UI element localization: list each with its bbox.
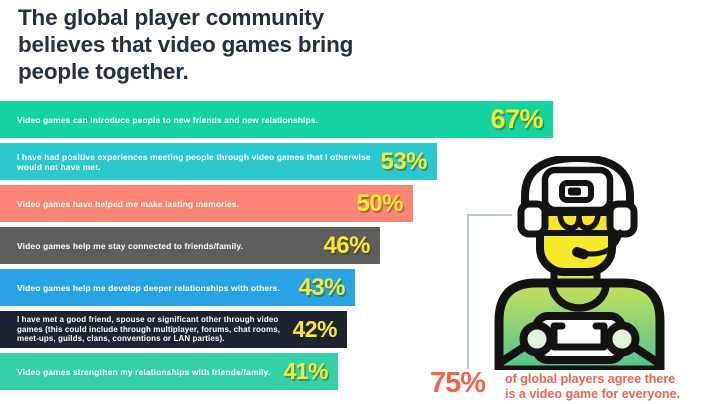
bar-row: Video games help me develop deeper relat…: [0, 269, 355, 306]
bar-chart: Video games can introduce people to new …: [0, 101, 720, 395]
bar-value: 53%: [380, 147, 427, 175]
callout-text-line1: of global players agree there: [505, 372, 676, 386]
bar-label: Video games help me develop deeper relat…: [17, 282, 280, 293]
bar-value: 42%: [292, 316, 337, 342]
bar-row: Video games have helped me make lasting …: [0, 185, 413, 222]
bar-label: Video games strengthen my relationships …: [17, 366, 271, 377]
bar-value: 50%: [356, 189, 403, 217]
bar-label: I have met a good friend, spouse or sign…: [17, 315, 281, 344]
bar-value: 41%: [283, 358, 328, 384]
callout-line-horizontal: [467, 214, 512, 216]
bar-value: 46%: [323, 231, 370, 259]
bar-value: 43%: [298, 273, 345, 301]
callout-text-line2: is a video game for everyone.: [505, 386, 681, 401]
callout-stat: 75%: [430, 367, 486, 399]
bar-row: Video games help me stay connected to fr…: [0, 227, 380, 264]
bar-label: Video games help me stay connected to fr…: [17, 240, 244, 251]
infographic-title: The global player community believes tha…: [18, 5, 354, 84]
callout-line-vertical: [467, 214, 469, 369]
bar-label: Video games can introduce people to new …: [17, 114, 319, 125]
bar-label: Video games have helped me make lasting …: [17, 198, 240, 209]
bar-row: I have met a good friend, spouse or sign…: [0, 311, 347, 348]
bar-label: I have had positive experiences meeting …: [17, 151, 371, 172]
bar-row: Video games can introduce people to new …: [0, 101, 553, 138]
bar-row: Video games strengthen my relationships …: [0, 353, 338, 390]
bar-row: I have had positive experiences meeting …: [0, 143, 437, 180]
vr-gamer-with-controller-icon: [494, 156, 665, 370]
bar-value: 67%: [490, 104, 543, 134]
callout-text: of global players agree there is a video…: [505, 372, 680, 401]
